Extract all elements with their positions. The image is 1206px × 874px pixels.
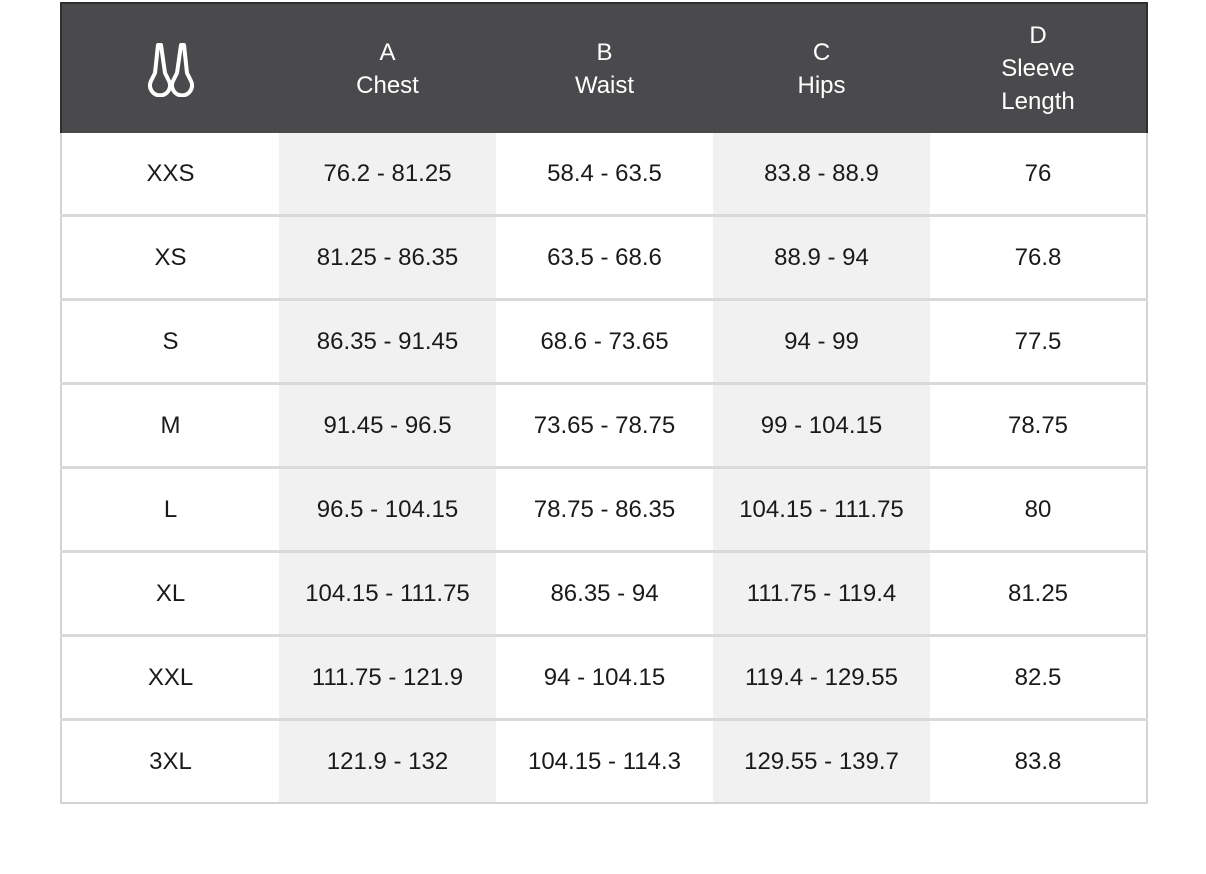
table-row: XXS 76.2 - 81.25 58.4 - 63.5 83.8 - 88.9…	[61, 133, 1147, 216]
hips-cell: 83.8 - 88.9	[713, 133, 930, 216]
table-row: 3XL 121.9 - 132 104.15 - 114.3 129.55 - …	[61, 718, 1147, 803]
sleeve-cell: 76.8	[930, 214, 1147, 300]
sleeve-cell: 77.5	[930, 298, 1147, 384]
hips-cell: 104.15 - 111.75	[713, 466, 930, 552]
column-header-sleeve-length: D Sleeve Length	[930, 3, 1148, 133]
table-row: L 96.5 - 104.15 78.75 - 86.35 104.15 - 1…	[61, 466, 1147, 552]
hips-cell: 119.4 - 129.55	[713, 634, 930, 720]
waist-cell: 73.65 - 78.75	[496, 382, 713, 468]
size-cell: 3XL	[61, 718, 279, 803]
header-row: A Chest B Waist C Hips D Sleeve Length	[60, 3, 1148, 133]
chest-cell: 121.9 - 132	[279, 718, 496, 803]
waist-cell: 104.15 - 114.3	[496, 718, 713, 803]
sleeve-cell: 82.5	[930, 634, 1147, 720]
waist-cell: 94 - 104.15	[496, 634, 713, 720]
table-row: XS 81.25 - 86.35 63.5 - 68.6 88.9 - 94 7…	[61, 214, 1147, 300]
waist-cell: 58.4 - 63.5	[496, 133, 713, 216]
hips-cell: 94 - 99	[713, 298, 930, 384]
column-header-waist: B Waist	[496, 3, 713, 133]
waist-cell: 63.5 - 68.6	[496, 214, 713, 300]
size-cell: XXL	[61, 634, 279, 720]
table-row: XL 104.15 - 111.75 86.35 - 94 111.75 - 1…	[61, 550, 1147, 636]
column-name: Hips	[797, 71, 846, 99]
column-letter: B	[596, 38, 613, 66]
hips-cell: 88.9 - 94	[713, 214, 930, 300]
moose-knuckles-logo-icon	[147, 42, 194, 97]
column-header-hips: C Hips	[713, 3, 930, 133]
size-chart-table: A Chest B Waist C Hips D Sleeve Length X…	[60, 2, 1148, 804]
size-cell: XL	[61, 550, 279, 636]
column-letter: C	[812, 38, 831, 66]
hips-cell: 99 - 104.15	[713, 382, 930, 468]
sleeve-cell: 76	[930, 133, 1147, 216]
size-cell: M	[61, 382, 279, 468]
hips-cell: 111.75 - 119.4	[713, 550, 930, 636]
column-letter: D	[1029, 22, 1047, 49]
hips-cell: 129.55 - 139.7	[713, 718, 930, 803]
size-cell: L	[61, 466, 279, 552]
size-cell: XXS	[61, 133, 279, 216]
chest-cell: 111.75 - 121.9	[279, 634, 496, 720]
waist-cell: 78.75 - 86.35	[496, 466, 713, 552]
chest-cell: 91.45 - 96.5	[279, 382, 496, 468]
table-row: M 91.45 - 96.5 73.65 - 78.75 99 - 104.15…	[61, 382, 1147, 468]
sleeve-cell: 81.25	[930, 550, 1147, 636]
sleeve-cell: 78.75	[930, 382, 1147, 468]
column-letter: A	[379, 38, 396, 66]
size-cell: XS	[61, 214, 279, 300]
table-row: XXL 111.75 - 121.9 94 - 104.15 119.4 - 1…	[61, 634, 1147, 720]
chest-cell: 86.35 - 91.45	[279, 298, 496, 384]
waist-cell: 68.6 - 73.65	[496, 298, 713, 384]
column-name: Chest	[356, 71, 419, 99]
sleeve-cell: 80	[930, 466, 1147, 552]
column-name: Sleeve Length	[1001, 55, 1075, 115]
chest-cell: 104.15 - 111.75	[279, 550, 496, 636]
chest-cell: 81.25 - 86.35	[279, 214, 496, 300]
column-name: Waist	[574, 71, 635, 99]
chest-cell: 96.5 - 104.15	[279, 466, 496, 552]
logo-header-cell	[60, 3, 279, 133]
sleeve-cell: 83.8	[930, 718, 1147, 803]
column-header-chest: A Chest	[279, 3, 496, 133]
table-row: S 86.35 - 91.45 68.6 - 73.65 94 - 99 77.…	[61, 298, 1147, 384]
waist-cell: 86.35 - 94	[496, 550, 713, 636]
chest-cell: 76.2 - 81.25	[279, 133, 496, 216]
size-cell: S	[61, 298, 279, 384]
